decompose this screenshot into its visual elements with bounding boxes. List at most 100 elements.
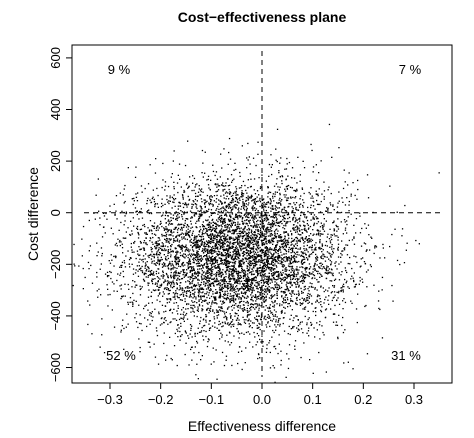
scatter-point	[209, 225, 211, 228]
scatter-point	[208, 339, 210, 341]
scatter-point	[274, 294, 276, 296]
scatter-point	[167, 281, 169, 283]
scatter-point	[167, 201, 169, 203]
scatter-point	[116, 290, 118, 292]
scatter-point	[274, 251, 277, 253]
scatter-point	[253, 250, 255, 252]
scatter-point	[299, 248, 301, 250]
scatter-point	[159, 260, 161, 262]
scatter-point	[238, 263, 240, 265]
scatter-point	[191, 346, 193, 348]
scatter-point	[348, 287, 350, 289]
scatter-point	[152, 283, 154, 285]
scatter-point	[242, 228, 244, 231]
scatter-point	[296, 188, 298, 190]
scatter-point	[275, 216, 277, 219]
scatter-point	[161, 198, 163, 200]
scatter-point	[227, 207, 230, 209]
scatter-point	[179, 254, 182, 257]
scatter-point	[360, 265, 362, 267]
scatter-point	[267, 280, 269, 282]
scatter-point	[269, 267, 271, 269]
scatter-point	[255, 214, 257, 216]
scatter-point	[271, 164, 273, 166]
scatter-point	[193, 214, 195, 216]
scatter-point	[296, 253, 298, 256]
scatter-point	[90, 264, 92, 267]
scatter-point	[192, 304, 194, 307]
scatter-point	[275, 260, 277, 262]
scatter-point	[266, 287, 269, 289]
scatter-point	[254, 294, 257, 296]
scatter-point	[322, 331, 324, 334]
scatter-point	[201, 288, 203, 290]
scatter-point	[201, 224, 204, 226]
scatter-point	[217, 224, 219, 226]
scatter-point	[289, 186, 292, 188]
scatter-point	[298, 269, 300, 271]
scatter-point	[179, 239, 181, 242]
scatter-point	[365, 271, 368, 273]
scatter-point	[266, 232, 268, 234]
scatter-point	[274, 259, 277, 261]
scatter-point	[273, 200, 275, 202]
scatter-point	[114, 244, 116, 246]
scatter-point	[204, 282, 207, 284]
scatter-point	[178, 212, 181, 215]
scatter-point	[243, 251, 245, 253]
scatter-point	[91, 333, 93, 335]
scatter-point	[258, 295, 260, 297]
scatter-point	[177, 313, 179, 315]
scatter-point	[230, 258, 233, 260]
scatter-point	[189, 278, 191, 280]
scatter-point	[220, 239, 222, 241]
scatter-point	[254, 308, 256, 310]
scatter-point	[151, 255, 153, 257]
scatter-point	[208, 187, 210, 189]
scatter-point	[299, 180, 301, 182]
scatter-point	[134, 240, 136, 243]
scatter-point	[241, 268, 244, 271]
scatter-point	[185, 312, 188, 315]
scatter-point	[287, 206, 289, 208]
scatter-point	[220, 195, 222, 197]
scatter-point	[274, 268, 276, 270]
scatter-point	[194, 332, 196, 334]
scatter-point	[177, 336, 179, 338]
scatter-point	[204, 203, 206, 205]
scatter-point	[238, 296, 241, 298]
scatter-point	[247, 213, 250, 215]
scatter-point	[258, 353, 260, 356]
scatter-point	[231, 230, 233, 232]
scatter-point	[176, 182, 179, 184]
scatter-point	[275, 326, 277, 328]
scatter-point	[144, 265, 146, 267]
scatter-point	[223, 293, 225, 296]
scatter-point	[221, 303, 223, 305]
scatter-point	[216, 280, 218, 282]
scatter-point	[151, 281, 153, 283]
scatter-point	[300, 275, 303, 277]
scatter-point	[242, 180, 245, 183]
scatter-point	[401, 235, 403, 237]
scatter-point	[264, 273, 266, 275]
scatter-point	[232, 284, 234, 286]
scatter-point	[268, 230, 270, 232]
scatter-point	[143, 242, 145, 244]
scatter-point	[330, 261, 333, 263]
scatter-point	[294, 348, 296, 350]
scatter-point	[167, 241, 169, 243]
scatter-point	[160, 222, 162, 224]
scatter-point	[228, 223, 231, 226]
scatter-point	[210, 305, 212, 307]
scatter-point	[194, 241, 196, 243]
scatter-point	[396, 211, 398, 213]
scatter-point	[166, 229, 168, 231]
scatter-point	[347, 184, 349, 186]
scatter-point	[298, 227, 300, 229]
scatter-point	[310, 295, 313, 297]
scatter-point	[164, 218, 166, 220]
scatter-point	[286, 222, 288, 224]
scatter-point	[228, 248, 230, 251]
scatter-point	[193, 242, 195, 244]
